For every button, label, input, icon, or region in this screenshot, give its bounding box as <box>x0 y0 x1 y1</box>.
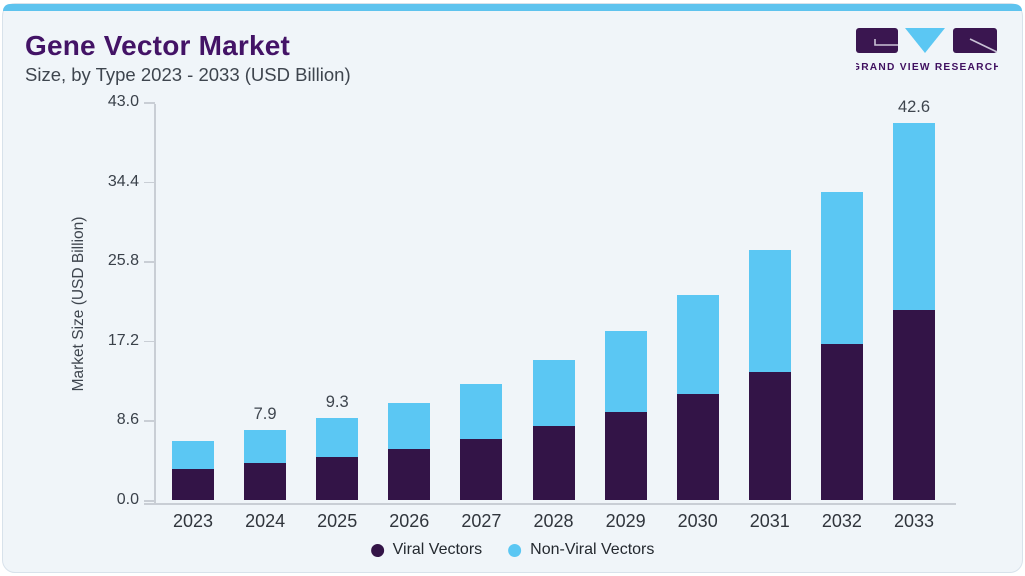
chart-subtitle: Size, by Type 2023 - 2033 (USD Billion) <box>25 64 351 85</box>
y-tick-label: 43.0 <box>107 93 139 110</box>
x-tick-label-2024: 2024 <box>245 511 286 531</box>
legend-label: Viral Vectors <box>392 541 483 558</box>
grand-view-research-logo: GRAND VIEW RESEARCH <box>856 28 998 73</box>
legend-label: Non-Viral Vectors <box>530 541 655 558</box>
x-tick-label-2031: 2031 <box>749 511 790 531</box>
bar-segment-2031-viral-vectors <box>748 371 791 500</box>
y-tick-mark <box>144 181 155 184</box>
x-tick-label-2025: 2025 <box>317 511 358 531</box>
chart-title: Gene Vector Market <box>25 30 291 61</box>
y-tick-label: 25.8 <box>107 252 139 270</box>
legend-item-non-viral-vectors: Non-Viral Vectors <box>508 541 654 559</box>
bar-total-label-2024: 7.9 <box>253 405 277 424</box>
logo-g-notch <box>874 39 898 46</box>
y-axis-line <box>154 104 156 504</box>
x-tick-label-2030: 2030 <box>677 511 718 531</box>
bar-segment-2029-viral-vectors <box>604 412 647 500</box>
x-tick-label-2027: 2027 <box>461 511 502 531</box>
bar-segment-2024-non-viral-vectors <box>244 430 287 463</box>
bar-segment-2026-non-viral-vectors <box>388 402 431 449</box>
bar-segment-2023-non-viral-vectors <box>172 440 214 470</box>
bar-segment-2027-viral-vectors <box>460 438 503 500</box>
x-tick-label-2032: 2032 <box>821 511 862 531</box>
logo-wordmark: GRAND VIEW RESEARCH <box>856 62 998 73</box>
y-tick-label: 17.2 <box>107 331 139 349</box>
y-tick-mark <box>144 102 155 104</box>
legend: Viral Vectors Non-Viral Vectors <box>370 541 654 559</box>
bar-segment-2026-viral-vectors <box>388 448 431 500</box>
bar-segment-2029-non-viral-vectors <box>604 330 647 413</box>
y-tick-label: 8.6 <box>116 411 139 429</box>
x-tick-label-2033: 2033 <box>893 511 935 531</box>
bar-segment-2031-non-viral-vectors <box>748 249 791 372</box>
legend-dot-icon <box>370 543 384 557</box>
bar-segment-2033-viral-vectors <box>893 309 935 500</box>
bar-segment-2028-viral-vectors <box>532 425 575 500</box>
bar-segment-2032-viral-vectors <box>820 344 863 500</box>
bar-segment-2025-viral-vectors <box>316 456 359 500</box>
legend-dot-icon <box>508 543 522 557</box>
y-tick-mark <box>144 420 155 422</box>
bar-segment-2030-viral-vectors <box>676 393 719 500</box>
bar-segment-2023-viral-vectors <box>172 469 214 500</box>
bar-segment-2032-non-viral-vectors <box>820 192 863 345</box>
x-tick-label-2028: 2028 <box>533 511 574 531</box>
logo-r-leg <box>969 38 998 53</box>
y-tick-mark <box>144 261 155 263</box>
y-axis-title: Market Size (USD Billion) <box>70 216 87 392</box>
bar-segment-2025-non-viral-vectors <box>316 417 359 457</box>
bar-segment-2028-non-viral-vectors <box>532 360 575 426</box>
y-tick-label: 0.0 <box>116 491 139 508</box>
y-tick-mark <box>144 500 155 502</box>
x-axis-line <box>144 503 956 505</box>
x-tick-label-2026: 2026 <box>389 511 430 531</box>
bar-total-label-2033: 42.6 <box>897 97 931 116</box>
x-tick-label-2029: 2029 <box>605 511 646 531</box>
y-tick-label: 34.4 <box>107 172 139 190</box>
bar-total-label-2025: 9.3 <box>325 392 349 411</box>
legend-item-viral-vectors: Viral Vectors <box>370 541 483 559</box>
logo-v-triangle <box>905 28 945 53</box>
bar-segment-2024-viral-vectors <box>244 462 287 500</box>
bar-segment-2033-non-viral-vectors <box>893 122 935 310</box>
bar-segment-2030-non-viral-vectors <box>676 294 719 394</box>
logo-g-block <box>856 28 898 53</box>
bar-segment-2027-non-viral-vectors <box>460 384 503 439</box>
top-accent-strip <box>3 4 1022 11</box>
x-tick-label-2023: 2023 <box>172 511 214 531</box>
gvr-logo-mark <box>856 28 998 53</box>
y-tick-mark <box>144 340 155 343</box>
chart-card: Gene Vector Market Size, by Type 2023 - … <box>2 3 1023 573</box>
